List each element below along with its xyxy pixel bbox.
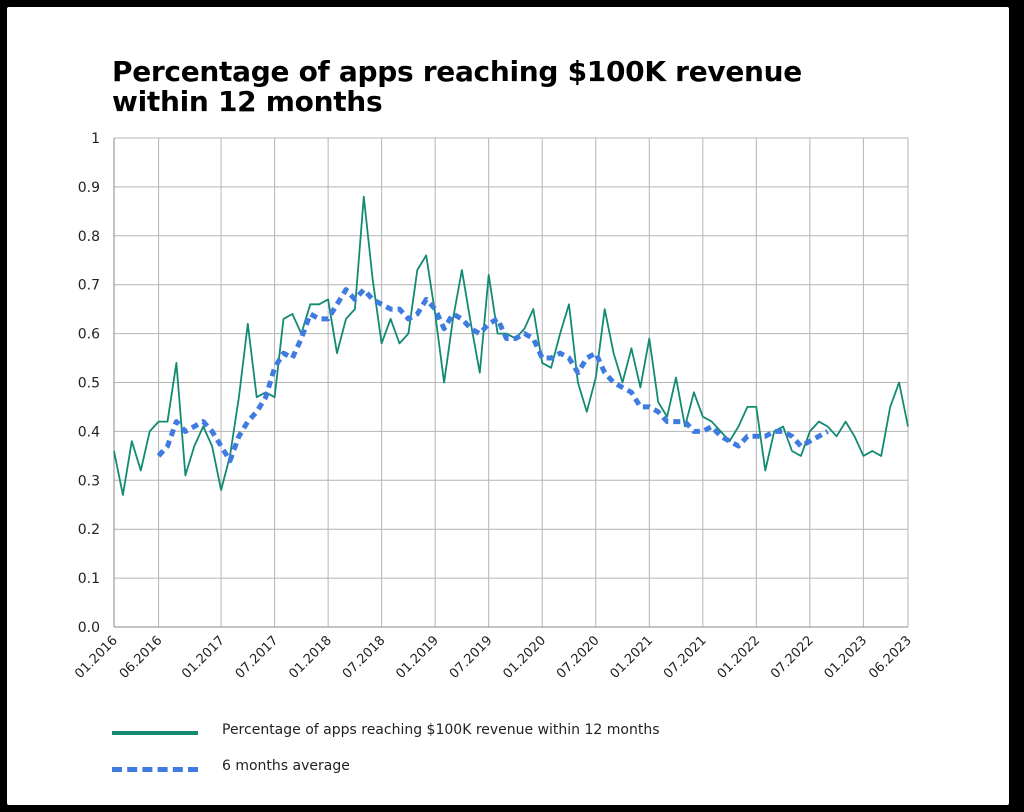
legend-swatch-solid [112, 731, 198, 735]
x-tick-label: 07.2022 [768, 633, 817, 682]
x-tick-label: 06.2023 [866, 633, 915, 682]
y-tick-label: 0.8 [78, 229, 100, 245]
y-tick-label: 1 [91, 131, 100, 147]
y-tick-label: 0.5 [78, 376, 100, 392]
x-tick-label: 07.2020 [554, 633, 603, 682]
legend-item-average: 6 months average [112, 756, 812, 780]
x-tick-label: 01.2017 [179, 633, 228, 682]
legend-item-series: Percentage of apps reaching $100K revenu… [112, 720, 812, 744]
y-tick-label: 0.2 [78, 522, 100, 538]
x-tick-label: 07.2021 [661, 633, 710, 682]
y-tick-label: 0.3 [78, 473, 100, 489]
x-tick-label: 01.2022 [715, 633, 764, 682]
x-tick-label: 01.2016 [72, 633, 121, 682]
x-tick-label: 01.2021 [607, 633, 656, 682]
y-tick-label: 0.0 [78, 620, 100, 636]
x-tick-label: 07.2017 [233, 633, 282, 682]
legend-label-series: Percentage of apps reaching $100K revenu… [222, 722, 660, 738]
chart-card [7, 7, 1009, 805]
x-tick-label: 01.2023 [822, 633, 871, 682]
y-tick-label: 0.1 [78, 571, 100, 587]
average-line [156, 287, 829, 464]
x-tick-label: 07.2018 [340, 633, 389, 682]
y-tick-label: 0.7 [78, 278, 100, 294]
x-tick-label: 07.2019 [447, 633, 496, 682]
series-lines [113, 195, 909, 496]
legend-swatch-dashed [112, 767, 198, 772]
y-tick-label: 0.6 [78, 327, 100, 343]
series-line [113, 195, 909, 496]
y-tick-label: 0.9 [78, 180, 100, 196]
y-axis-ticks: 0.0 0.1 0.2 0.3 0.4 0.5 0.6 0.7 0.8 0.9 1 [78, 131, 100, 636]
x-tick-label: 01.2019 [393, 633, 442, 682]
x-tick-label: 06.2016 [117, 633, 166, 682]
chart-title: Percentage of apps reaching $100K revenu… [112, 55, 802, 118]
x-tick-label: 01.2018 [286, 633, 335, 682]
y-tick-label: 0.4 [78, 424, 100, 440]
legend-label-average: 6 months average [222, 758, 350, 774]
grid [113, 137, 909, 628]
x-tick-label: 01.2020 [500, 633, 549, 682]
